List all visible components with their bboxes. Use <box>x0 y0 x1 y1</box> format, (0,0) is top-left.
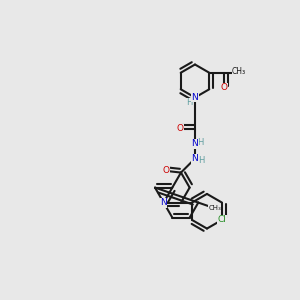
Text: H: H <box>198 156 205 165</box>
Text: O: O <box>163 167 170 176</box>
Text: Cl: Cl <box>218 215 226 224</box>
Text: N: N <box>192 93 198 102</box>
Text: O: O <box>177 124 184 133</box>
Text: N: N <box>160 198 167 207</box>
Text: CH₃: CH₃ <box>232 67 246 76</box>
Text: H: H <box>198 138 204 147</box>
Text: CH₃: CH₃ <box>208 205 221 211</box>
Text: N: N <box>192 139 198 148</box>
Text: H: H <box>186 98 192 107</box>
Text: O: O <box>220 83 228 92</box>
Text: N: N <box>192 154 198 163</box>
